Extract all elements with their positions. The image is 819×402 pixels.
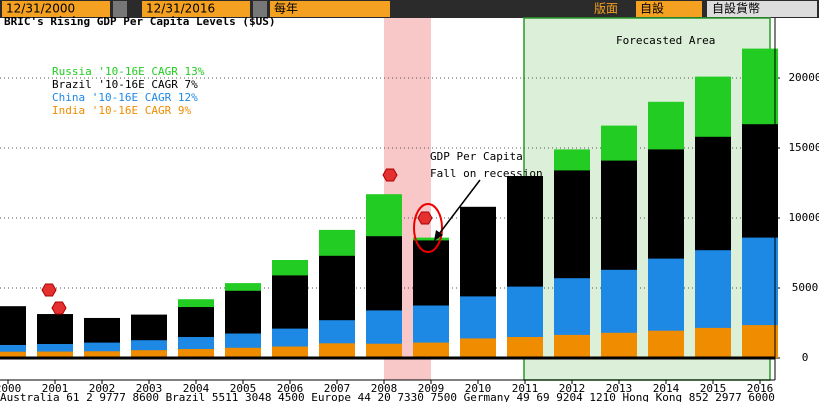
calendar-button[interactable] <box>253 1 267 17</box>
x-tick-label: 2005 <box>230 382 257 395</box>
bar <box>648 330 684 358</box>
currency: 自設貨幣 <box>712 1 760 16</box>
end-date: 12/31/2016 <box>146 2 215 16</box>
x-tick-label: 2011 <box>512 382 539 395</box>
y-tick-label: 5000 <box>792 281 819 294</box>
x-tick-label: 2008 <box>371 382 398 395</box>
bar <box>84 351 120 358</box>
event-marker <box>51 301 67 315</box>
bar <box>366 343 402 358</box>
bar <box>742 325 778 358</box>
y-tick-label: 15000 <box>788 141 819 154</box>
x-tick-label: 2014 <box>653 382 680 395</box>
footer: Australia 61 2 9777 8600 Brazil 5511 304… <box>0 391 775 402</box>
y-tick-label: 20000 <box>788 71 819 84</box>
bar <box>319 343 355 358</box>
recession-label: Fall on recession <box>430 167 543 180</box>
event-marker <box>417 211 433 225</box>
period: 每年 <box>274 1 298 16</box>
x-tick-label: 2013 <box>606 382 633 395</box>
legend-entry: Brazil '10-16E CAGR 7% <box>52 78 198 91</box>
arrow <box>435 179 481 239</box>
chart-title: BRIC's Rising GDP Per Capita Levels ($US… <box>4 15 276 28</box>
x-tick-label: 2002 <box>89 382 116 395</box>
recession-label: GDP Per Capita <box>430 150 523 163</box>
bar <box>225 347 261 358</box>
bar <box>131 350 167 358</box>
bar <box>178 349 214 358</box>
bar <box>37 351 73 358</box>
bar <box>554 334 590 358</box>
x-tick-label: 2016 <box>747 382 774 395</box>
plot: 0 5000 10000 15000 20000 2000 2001 2002 2003 2004… <box>0 17 819 395</box>
period-select[interactable] <box>270 1 390 17</box>
arrow-head <box>434 230 443 241</box>
x-tick-label: 2015 <box>700 382 727 395</box>
recession-circle <box>413 203 443 253</box>
bar <box>413 342 449 358</box>
x-tick-label: 2009 <box>418 382 445 395</box>
bar <box>460 338 496 358</box>
layout-select[interactable] <box>636 1 702 17</box>
legend-entry: India '10-16E CAGR 9% <box>52 104 191 117</box>
bar <box>272 346 308 358</box>
x-tick-label: 2000 <box>0 382 21 395</box>
legend-entry: China '10-16E CAGR 12% <box>52 91 198 104</box>
calendar-button[interactable] <box>113 1 127 17</box>
legend-entry: Russia '10-16E CAGR 13% <box>52 65 205 78</box>
bar <box>507 337 543 358</box>
x-tick-label: 2010 <box>465 382 492 395</box>
start-date: 12/31/2000 <box>6 2 75 16</box>
event-marker <box>41 283 57 297</box>
bar <box>695 327 731 358</box>
x-tick-label: 2007 <box>324 382 351 395</box>
layout-value: 自設 <box>640 1 664 16</box>
date-input[interactable] <box>2 1 110 17</box>
x-tick-label: 2006 <box>277 382 304 395</box>
x-tick-label: 2001 <box>42 382 69 395</box>
x-tick-label: 2012 <box>559 382 586 395</box>
y-tick-label: 0 <box>802 351 809 364</box>
date-input[interactable] <box>142 1 250 17</box>
currency-button[interactable] <box>707 1 817 17</box>
x-tick-label: 2004 <box>183 382 210 395</box>
x-tick-label: 2003 <box>136 382 163 395</box>
forecast-label: Forecasted Area <box>616 34 715 47</box>
event-marker <box>382 168 398 182</box>
layout-label: 版面 <box>594 2 618 16</box>
y-tick-label: 10000 <box>788 211 819 224</box>
bar <box>601 332 637 358</box>
bar <box>0 351 26 358</box>
